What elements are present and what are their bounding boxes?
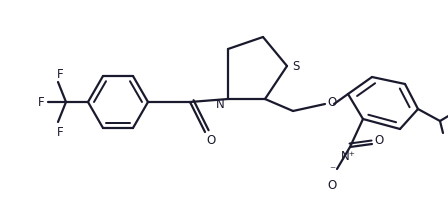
- Text: O: O: [207, 134, 215, 147]
- Text: N: N: [215, 97, 224, 110]
- Text: O: O: [327, 95, 336, 108]
- Text: F: F: [57, 125, 63, 138]
- Text: F: F: [38, 96, 44, 109]
- Text: S: S: [292, 59, 300, 72]
- Text: F: F: [57, 67, 63, 80]
- Text: ⁻
O: ⁻ O: [327, 163, 336, 191]
- Text: O: O: [375, 134, 383, 147]
- Text: N⁺: N⁺: [340, 149, 355, 162]
